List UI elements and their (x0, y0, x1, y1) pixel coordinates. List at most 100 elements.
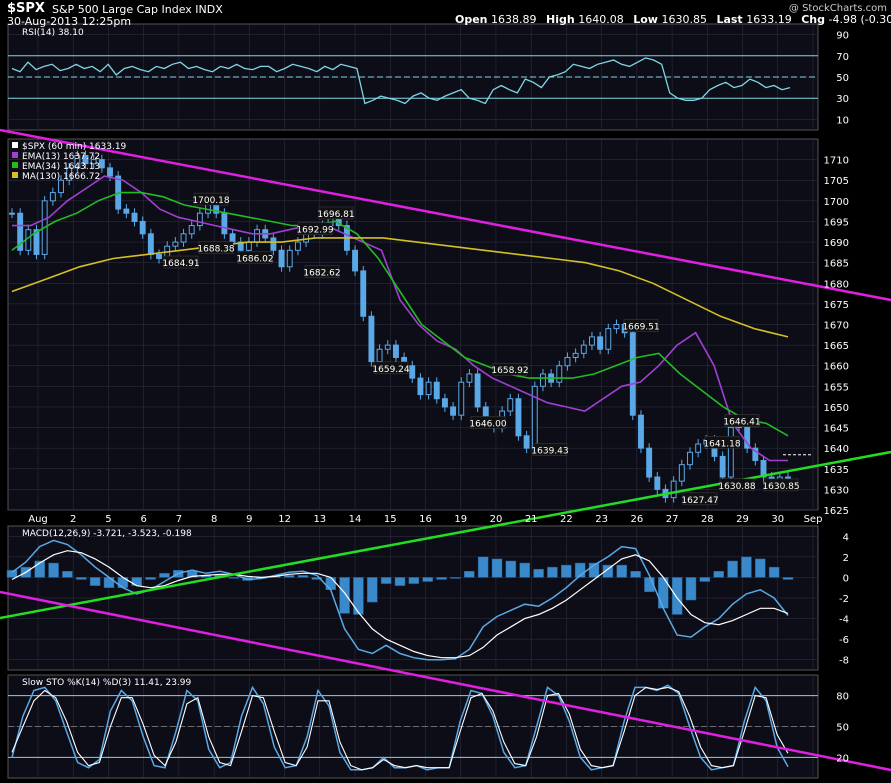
x-tick-label: 6 (140, 514, 146, 525)
ma-line-3 (11, 237, 789, 338)
price-annotation: 1630.85 (762, 482, 799, 492)
macd-histogram-bar (145, 577, 156, 580)
symbol-label: $SPX (7, 1, 45, 16)
candle-body (237, 241, 244, 251)
candle-body (572, 352, 579, 358)
macd-histogram-bar (62, 571, 73, 578)
candle-body (687, 451, 693, 466)
candle-body (433, 381, 440, 400)
price-annotation: 1686.02 (236, 254, 273, 264)
candle-body (441, 398, 448, 408)
x-tick-label: 2 (70, 514, 76, 525)
candle-body (147, 233, 154, 255)
price-annotation: 1692.99 (296, 226, 333, 236)
price-legend: MA(130) 1666.72 (22, 172, 100, 182)
candle-body (589, 336, 595, 346)
x-tick-label: 23 (595, 514, 608, 525)
x-tick-label: 15 (384, 514, 397, 525)
price-annotation: 1688.38 (197, 245, 234, 255)
macd-histogram-bar (436, 577, 447, 580)
x-tick-label: 26 (630, 514, 643, 525)
x-tick-label: 27 (666, 514, 679, 525)
symbol-description: S&P 500 Large Cap Index INDX (52, 3, 223, 16)
candle-body (139, 220, 146, 235)
candle-body (466, 373, 473, 383)
candle-body (17, 212, 24, 251)
x-tick-label: 13 (313, 514, 326, 525)
candle-body (49, 192, 56, 202)
candle-body (90, 159, 97, 165)
x-tick-label: 14 (349, 514, 362, 525)
sto-k-line (11, 684, 789, 771)
macd-histogram-bar (713, 571, 724, 578)
candle-body (58, 179, 64, 194)
price-legend: $SPX (60 min) 1633.19 (22, 142, 127, 152)
annotation-box (297, 222, 333, 235)
candle-body (107, 167, 113, 177)
price-annotation: 1646.00 (469, 419, 506, 429)
open-value: 1638.89 (491, 13, 537, 26)
sto-d-line (11, 686, 789, 771)
candle-body (629, 332, 636, 416)
candle-body (425, 381, 432, 396)
price-annotation: 1682.62 (303, 268, 340, 278)
x-tick-label: 19 (454, 514, 467, 525)
magenta-trendline-bottom (0, 590, 891, 772)
x-tick-label: 21 (525, 514, 538, 525)
y-tick-label: 80 (836, 692, 849, 703)
y-tick-label: 1695 (824, 217, 849, 228)
y-tick-label: 4 (843, 532, 849, 543)
candle-body (384, 344, 391, 350)
y-tick-label: 1710 (824, 156, 849, 167)
annotation-box (237, 251, 273, 264)
annotation-box (198, 241, 234, 254)
rsi-line (11, 57, 791, 105)
macd-histogram-bar (671, 577, 683, 615)
macd-legend: MACD(12,26,9) -3.721, -3.523, -0.198 (22, 529, 192, 539)
candle-body (752, 447, 759, 462)
macd-histogram-bar (768, 566, 780, 578)
macd-histogram-bar (408, 577, 420, 584)
candle-body (539, 373, 546, 387)
y-tick-label: 1705 (824, 176, 849, 187)
x-tick-label: 29 (736, 514, 749, 525)
candle-body (74, 154, 81, 169)
macd-histogram-bar (616, 564, 627, 578)
candle-body (523, 435, 530, 449)
macd-histogram-bar (699, 577, 711, 582)
y-tick-label: 1625 (824, 506, 849, 517)
macd-histogram-bar (547, 566, 558, 578)
macd-histogram-bar (34, 560, 45, 578)
low-value: 1630.85 (661, 13, 707, 26)
y-tick-label: 30 (836, 94, 849, 105)
x-tick-label: 9 (246, 514, 252, 525)
price-annotation: 1646.41 (723, 418, 760, 428)
y-tick-label: 1645 (824, 424, 849, 435)
price-legend: EMA(13) 1637.72 (22, 152, 100, 162)
price-legend: EMA(34) 1643.13 (22, 162, 100, 172)
macd-histogram-bar (76, 577, 87, 580)
last-value: 1633.19 (746, 13, 792, 26)
annotation-box (304, 265, 340, 278)
macd-histogram-bar (755, 558, 766, 578)
macd-histogram-bar (353, 577, 364, 615)
macd-histogram-bar (644, 577, 655, 593)
ma-line-2 (11, 191, 789, 437)
candle-body (196, 212, 203, 227)
macd-signal-line (11, 550, 789, 659)
annotation-box (704, 436, 740, 449)
macd-histogram-bar (505, 560, 517, 578)
macd-histogram-bar (311, 577, 323, 580)
annotation-box (318, 206, 354, 220)
annotation-box (163, 255, 199, 269)
annotation-box (682, 492, 718, 506)
candle-body (66, 167, 73, 181)
y-tick-label: 2 (843, 553, 849, 564)
candle-body (785, 476, 791, 479)
x-tick-label: 7 (176, 514, 182, 525)
y-tick-label: 0 (843, 573, 849, 584)
candle-body (695, 443, 702, 453)
price-annotation: 1700.18 (192, 196, 229, 206)
x-tick-label: 30 (771, 514, 784, 525)
